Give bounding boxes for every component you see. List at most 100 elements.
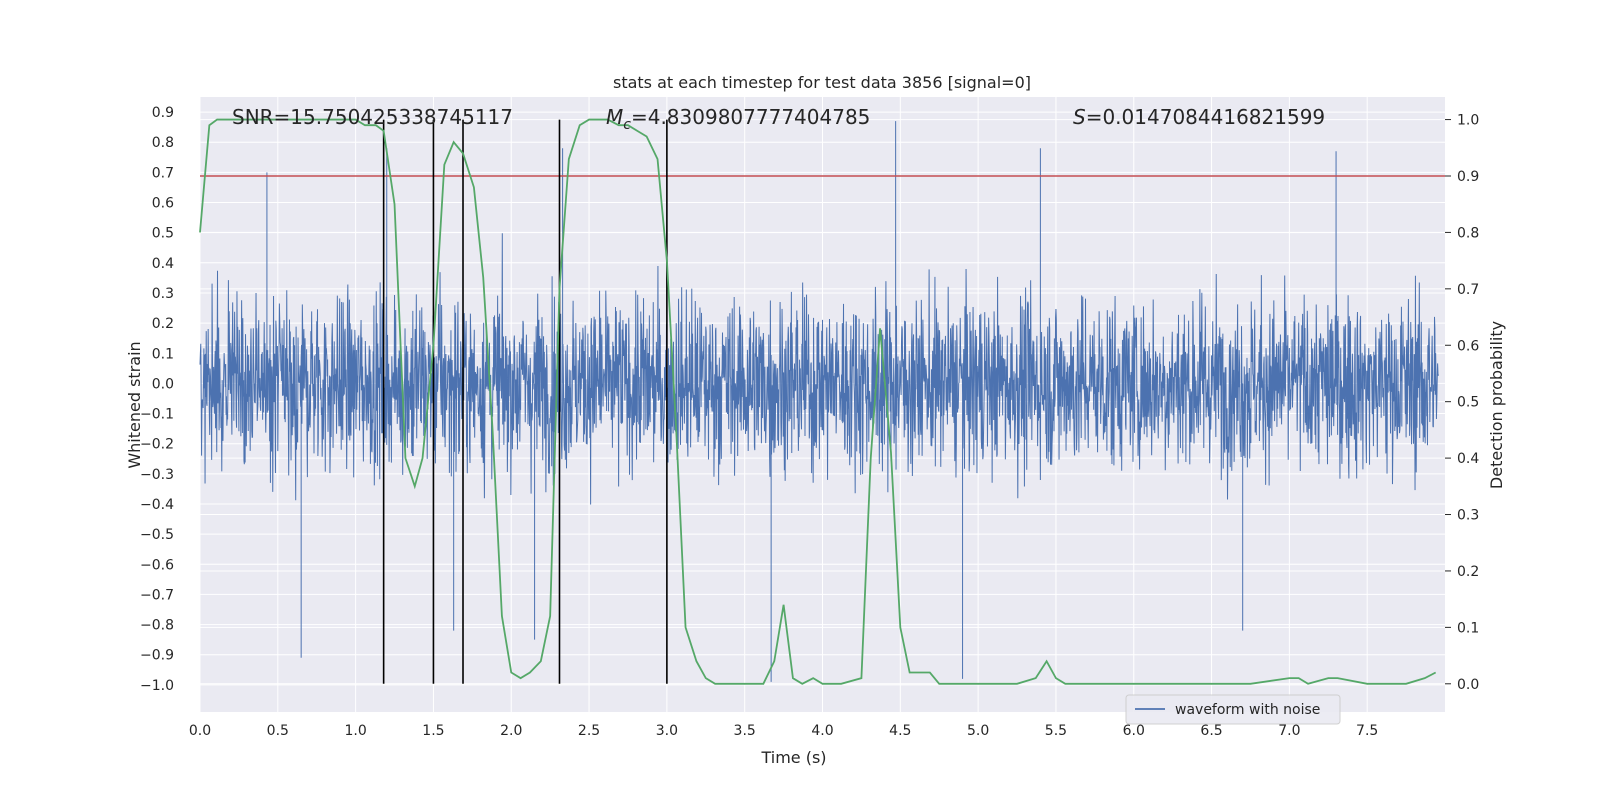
x-tick: 5.5	[1045, 723, 1067, 739]
mc-symbol: M	[606, 105, 623, 129]
y-tick-left-label: −0.1	[140, 407, 174, 423]
y-tick-right-label: 0.2	[1457, 564, 1479, 580]
y-tick-left: 0.6	[152, 196, 174, 212]
y-tick-right-label: 0.1	[1457, 620, 1479, 636]
waveform-series	[199, 121, 1439, 682]
y-tick-right: 0.9	[1445, 169, 1479, 185]
x-tick-label: 2.5	[578, 723, 600, 739]
x-tick-label: 1.5	[422, 723, 444, 739]
y-tick-right: 1.0	[1445, 113, 1479, 129]
y-tick-left-label: −0.4	[140, 497, 174, 513]
y-tick-left-label: 0.8	[152, 135, 174, 151]
x-tick: 6.0	[1123, 723, 1145, 739]
mc-subscript: c	[623, 117, 631, 133]
mc-value: =4.8309807777404785	[631, 105, 870, 129]
y-tick-left-label: −0.7	[140, 587, 174, 603]
y-tick-left-label: 0.9	[152, 105, 174, 121]
y-tick-right-label: 0.6	[1457, 338, 1479, 354]
x-axis-ticks: 0.0 0.5 1.0 1.5 2.0 2.5 3.0 3.5 4.0 4.5 5.0 5.5 6.0 6…	[189, 723, 1378, 739]
y-tick-right: 0.1	[1445, 620, 1479, 636]
x-tick-label: 0.0	[189, 723, 211, 739]
y-tick-right: 0.7	[1445, 282, 1479, 298]
x-tick-label: 3.0	[656, 723, 678, 739]
waveform-path	[199, 121, 1439, 682]
y-tick-right-label: 1.0	[1457, 113, 1479, 129]
x-tick-label: 7.0	[1278, 723, 1300, 739]
y-tick-left-label: −0.6	[140, 557, 174, 573]
y-tick-right: 0.2	[1445, 564, 1479, 580]
x-tick-label: 5.5	[1045, 723, 1067, 739]
x-tick: 7.5	[1356, 723, 1378, 739]
y-tick-left: −1.0	[140, 678, 174, 694]
s-symbol: S	[1073, 105, 1086, 129]
vertical-markers	[382, 119, 668, 684]
y-tick-left: 0.1	[152, 346, 174, 362]
x-tick-label: 4.5	[889, 723, 911, 739]
y-tick-left: −0.2	[140, 437, 174, 453]
detection-probability-line	[199, 118, 1437, 685]
x-tick-label: 7.5	[1356, 723, 1378, 739]
y-tick-right: 0.0	[1445, 677, 1479, 693]
x-tick: 4.5	[889, 723, 911, 739]
y-tick-left-label: −0.8	[140, 618, 174, 634]
y-tick-left: 0.8	[152, 135, 174, 151]
x-tick: 0.0	[189, 723, 211, 739]
y-tick-right-label: 0.4	[1457, 451, 1479, 467]
x-tick-label: 4.0	[811, 723, 833, 739]
y-tick-left: −0.5	[140, 527, 174, 543]
y-tick-left: 0.9	[152, 105, 174, 121]
y-tick-left: −0.8	[140, 618, 174, 634]
y-tick-left-label: −0.5	[140, 527, 174, 543]
x-tick: 0.5	[267, 723, 289, 739]
y-tick-left-label: −0.2	[140, 437, 174, 453]
y-tick-left-label: 0.2	[152, 316, 174, 332]
y-tick-left: 0.5	[152, 226, 174, 242]
x-tick: 5.0	[967, 723, 989, 739]
y-tick-right: 0.6	[1445, 338, 1479, 354]
y-tick-left-label: 0.1	[152, 346, 174, 362]
y-tick-left-label: −0.9	[140, 648, 174, 664]
left-y-axis-label: Whitened strain	[125, 341, 144, 468]
x-tick: 1.0	[344, 723, 366, 739]
chart-title: stats at each timestep for test data 385…	[613, 73, 1031, 92]
x-tick: 4.0	[811, 723, 833, 739]
y-tick-right-label: 0.8	[1457, 225, 1479, 241]
x-tick-label: 1.0	[344, 723, 366, 739]
y-tick-right-label: 0.3	[1457, 508, 1479, 524]
x-tick-label: 3.5	[734, 723, 756, 739]
x-tick: 2.5	[578, 723, 600, 739]
y-tick-right-label: 0.9	[1457, 169, 1479, 185]
y-tick-left-label: 0.7	[152, 165, 174, 181]
y-tick-left-label: 0.3	[152, 286, 174, 302]
x-tick: 6.5	[1200, 723, 1222, 739]
x-tick: 3.0	[656, 723, 678, 739]
y-tick-left: 0.4	[152, 256, 174, 272]
y-tick-right-label: 0.5	[1457, 395, 1479, 411]
y-tick-left: 0.2	[152, 316, 174, 332]
y-tick-right: 0.4	[1445, 451, 1479, 467]
legend: waveform with noise	[1125, 694, 1341, 725]
x-axis-label: Time (s)	[760, 748, 826, 767]
y-tick-left-label: −0.3	[140, 467, 174, 483]
y-tick-left: 0.3	[152, 286, 174, 302]
right-y-axis-label: Detection probability	[1487, 321, 1506, 489]
x-tick: 2.0	[500, 723, 522, 739]
y-tick-left-label: 0.5	[152, 226, 174, 242]
s-annotation: S=0.0147084416821599	[1073, 105, 1325, 129]
x-tick: 3.5	[734, 723, 756, 739]
y-tick-right: 0.5	[1445, 395, 1479, 411]
y-tick-right-label: 0.0	[1457, 677, 1479, 693]
x-tick: 1.5	[422, 723, 444, 739]
y-tick-left: −0.1	[140, 407, 174, 423]
x-tick-label: 6.5	[1200, 723, 1222, 739]
y-tick-left: −0.3	[140, 467, 174, 483]
snr-annotation: SNR=15.750425338745117	[232, 105, 513, 129]
y-tick-left-label: 0.0	[152, 376, 174, 392]
y-tick-right: 0.8	[1445, 225, 1479, 241]
y-tick-left: 0.7	[152, 165, 174, 181]
left-y-axis-ticks: 0.9 0.8 0.7 0.6 0.5 0.4 0.3 0.2 0.1 0.0 −0.1 −0.2 −0…	[140, 105, 174, 694]
y-tick-left-label: 0.6	[152, 196, 174, 212]
legend-box	[1125, 694, 1341, 725]
chirp-mass-annotation: Mc=4.8309807777404785	[606, 105, 870, 133]
